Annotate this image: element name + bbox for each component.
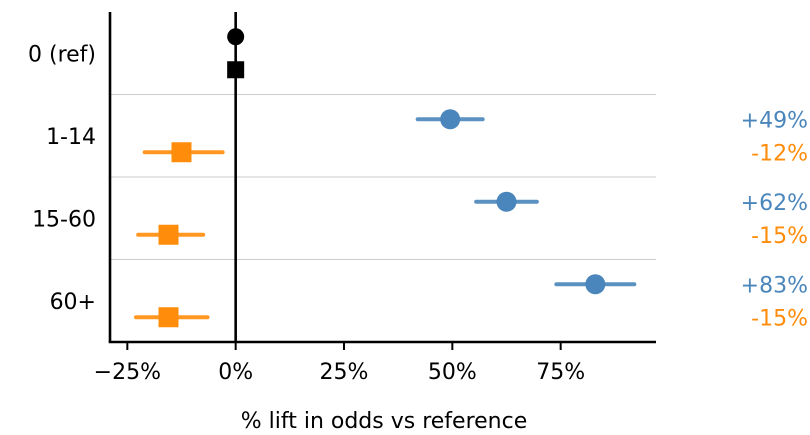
category-label: 1-14: [46, 125, 96, 150]
x-tick-label: −25%: [94, 360, 161, 385]
x-tick-label: 75%: [536, 360, 585, 385]
estimate-point: [440, 109, 461, 130]
estimate-point: [496, 191, 517, 212]
category-label: 0 (ref): [28, 42, 96, 67]
estimate-point: [585, 274, 606, 295]
value-label: +62%: [741, 191, 808, 216]
confidence-intervals: [134, 117, 637, 320]
x-tick-label: 50%: [428, 360, 477, 385]
estimate-point: [227, 28, 245, 46]
estimate-point: [227, 61, 245, 79]
y-axis-categories: 0 (ref) 1-14 15-60 60+: [28, 42, 96, 315]
value-label: -15%: [751, 306, 808, 331]
x-axis-ticks: −25% 0% 25% 50% 75%: [94, 342, 585, 385]
estimate-point: [158, 224, 179, 245]
category-label: 15-60: [32, 207, 96, 232]
value-label: -15%: [751, 224, 808, 249]
category-label: 60+: [50, 290, 96, 315]
x-axis-title: % lift in odds vs reference: [241, 409, 528, 434]
value-label: +83%: [741, 273, 808, 298]
value-annotations: +49% +62% +83% -12% -15% -15%: [741, 108, 808, 331]
value-label: +49%: [741, 108, 808, 133]
point-estimates: [158, 28, 606, 328]
estimate-point: [171, 142, 192, 163]
estimate-point: [158, 307, 179, 328]
category-separators: [110, 94, 656, 260]
value-label: -12%: [751, 141, 808, 166]
x-tick-label: 25%: [320, 360, 369, 385]
x-tick-label: 0%: [218, 360, 253, 385]
